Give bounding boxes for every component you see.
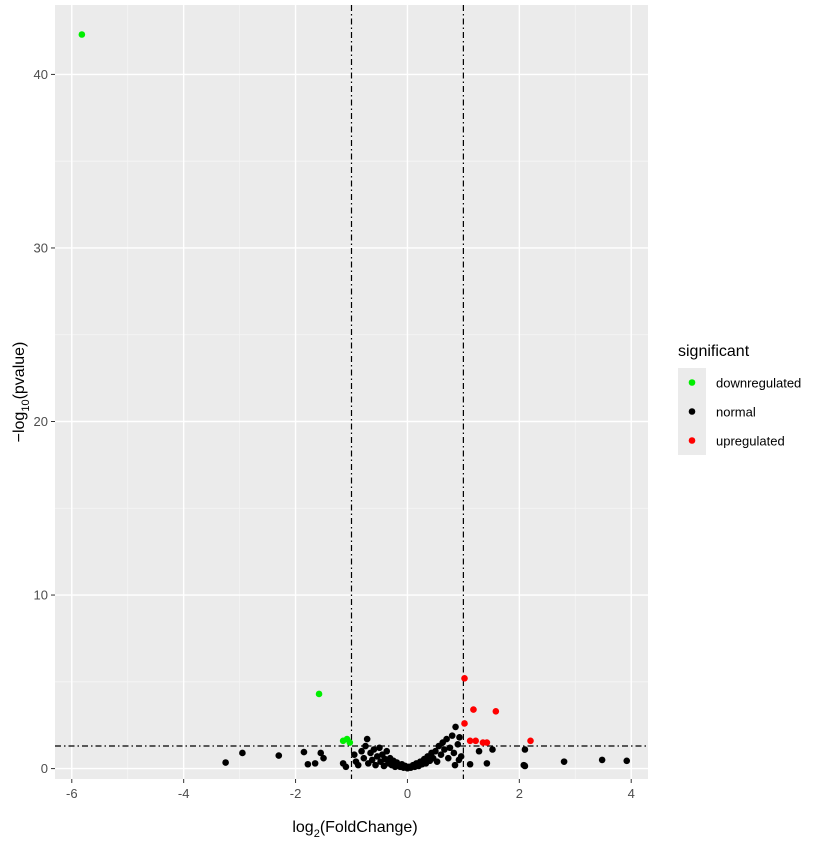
data-point-upregulated <box>461 720 468 727</box>
data-point-normal <box>370 746 378 753</box>
major-gridlines <box>55 5 648 779</box>
data-point-normal <box>475 747 483 755</box>
data-point-normal <box>521 762 529 770</box>
data-point-normal <box>489 746 496 753</box>
data-point-normal <box>300 748 308 756</box>
data-point-upregulated <box>466 737 474 745</box>
data-point-normal <box>360 754 368 762</box>
legend-marker-upregulated <box>688 437 696 444</box>
data-point-normal <box>358 747 365 755</box>
data-point-upregulated <box>492 708 500 715</box>
data-point-normal <box>350 751 358 759</box>
y-tick-label: 0 <box>41 761 48 776</box>
data-point-normal <box>311 760 319 767</box>
data-point-normal <box>383 747 391 755</box>
data-point-normal <box>376 744 383 752</box>
y-tick-label: 10 <box>34 588 48 603</box>
data-point-normal <box>433 758 441 765</box>
data-point-normal <box>466 760 474 768</box>
data-point-downregulated <box>78 31 86 38</box>
x-tick-label: -2 <box>290 786 302 801</box>
y-tick-label: 30 <box>34 240 48 255</box>
data-point-normal <box>446 744 454 752</box>
data-point-normal <box>521 746 529 753</box>
data-point-normal <box>342 763 350 771</box>
data-point-downregulated <box>346 739 354 746</box>
data-point-normal <box>354 761 362 769</box>
data-point-normal <box>432 747 439 755</box>
data-point-normal <box>275 752 283 759</box>
threshold-lines <box>55 5 648 779</box>
data-point-normal <box>454 740 462 748</box>
svg-text:log2(FoldChange): log2(FoldChange) <box>292 819 417 840</box>
data-point-normal <box>483 760 491 767</box>
y-tick-label: 20 <box>34 414 48 429</box>
data-point-normal <box>444 754 452 762</box>
data-point-downregulated <box>315 690 323 698</box>
legend-marker-normal <box>688 408 696 415</box>
data-point-normal <box>452 723 459 731</box>
data-point-normal <box>455 756 463 764</box>
data-point-normal <box>441 746 448 753</box>
data-point-normal <box>239 749 246 757</box>
data-point-normal <box>560 758 568 765</box>
data-point-normal <box>222 759 229 766</box>
data-point-normal <box>598 756 606 764</box>
data-point-normal <box>450 749 458 757</box>
x-axis-title: log2(FoldChange) <box>292 819 417 840</box>
data-point-upregulated <box>483 739 491 746</box>
legend-label-upregulated: upregulated <box>716 434 785 449</box>
legend: significant downregulated normal upregulat… <box>678 343 801 455</box>
data-point-upregulated <box>461 675 468 682</box>
legend-marker-downregulated <box>688 379 696 386</box>
data-point-upregulated <box>472 737 479 745</box>
data-point-normal <box>368 756 376 764</box>
data-point-normal <box>437 751 445 759</box>
data-point-normal <box>456 734 463 741</box>
data-points <box>78 31 631 772</box>
data-point-normal <box>451 761 459 769</box>
x-tick-label: 0 <box>404 786 411 801</box>
data-point-upregulated <box>470 706 477 713</box>
data-point-normal <box>362 742 369 750</box>
y-tick-label: 40 <box>34 67 48 82</box>
data-point-normal <box>372 761 379 769</box>
data-point-normal <box>363 735 371 743</box>
data-point-normal <box>317 749 325 757</box>
data-point-normal <box>373 753 381 760</box>
x-tick-label: -6 <box>66 786 78 801</box>
legend-label-downregulated: downregulated <box>716 376 801 391</box>
legend-label-normal: normal <box>716 405 756 420</box>
data-point-normal <box>623 757 631 765</box>
data-point-normal <box>304 760 312 768</box>
data-point-normal <box>320 754 327 762</box>
y-axis-title: −log10(pvalue) <box>11 342 32 443</box>
x-tick-label: 4 <box>628 786 635 801</box>
x-tick-label: 2 <box>516 786 523 801</box>
data-point-normal <box>448 732 456 739</box>
data-point-normal <box>443 735 450 743</box>
svg-text:−log10(pvalue): −log10(pvalue) <box>11 342 32 443</box>
data-point-upregulated <box>527 737 534 745</box>
x-tick-label: -4 <box>178 786 190 801</box>
legend-title: significant <box>678 343 750 360</box>
